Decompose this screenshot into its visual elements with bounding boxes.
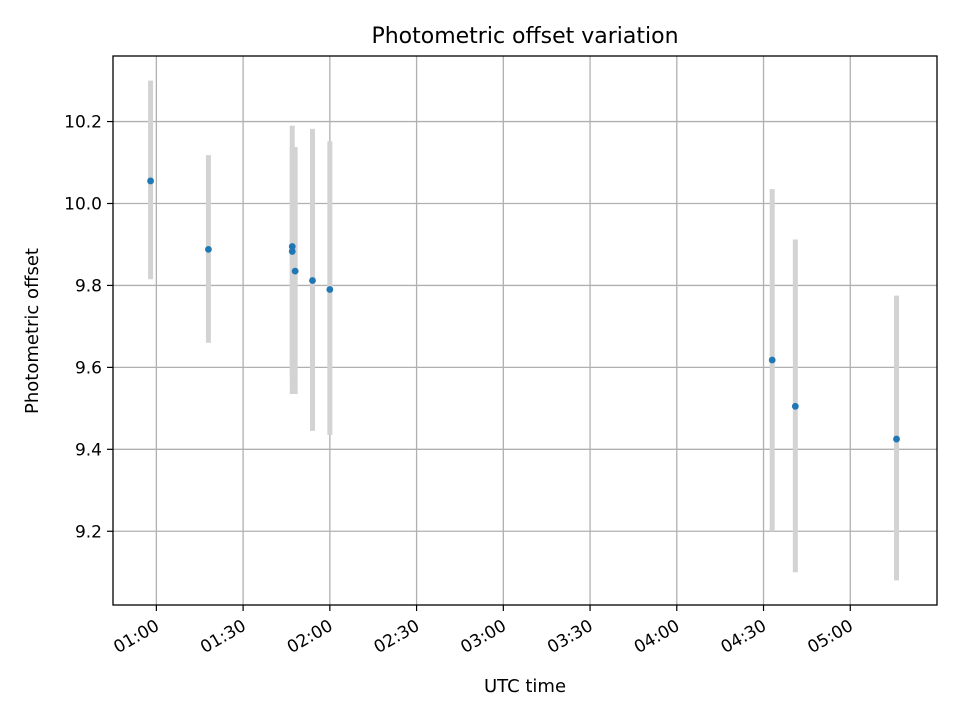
- axis-ticks: 01:00 01:30 02:00 02:30 03:00 03:30 04:00 04:30…: [64, 113, 857, 658]
- x-tick-label: 04:00: [631, 616, 683, 658]
- data-point: [893, 435, 900, 443]
- y-tick-label: 9.2: [75, 522, 102, 542]
- x-tick-label: 02:00: [284, 616, 336, 658]
- y-tick-label: 10.2: [64, 113, 102, 133]
- plot-frame: [112, 55, 938, 606]
- x-tick-label: 03:30: [544, 616, 596, 658]
- x-tick-label: 05:00: [804, 616, 856, 658]
- x-tick-label: 01:00: [110, 616, 162, 658]
- x-tick-label: 04:30: [718, 616, 770, 658]
- y-tick-label: 9.6: [75, 358, 102, 378]
- data-point: [791, 402, 799, 410]
- x-tick-label: 01:30: [197, 616, 249, 658]
- x-axis-label: UTC time: [484, 676, 566, 697]
- grid: [113, 56, 937, 605]
- error-bars: [148, 80, 900, 581]
- y-axis-label: Photometric offset: [22, 248, 43, 414]
- data-point: [768, 356, 776, 364]
- x-tick-label: 02:30: [371, 616, 423, 658]
- data-point: [288, 248, 296, 255]
- data-point: [147, 177, 154, 185]
- y-tick-label: 9.4: [75, 440, 102, 460]
- data-points: [147, 177, 900, 443]
- data-point: [291, 267, 299, 275]
- data-point: [288, 243, 296, 250]
- data-point: [309, 277, 316, 284]
- chart-title: Photometric offset variation: [371, 24, 678, 49]
- data-point: [205, 245, 212, 253]
- x-tick-label: 03:00: [457, 616, 509, 658]
- y-tick-label: 9.8: [75, 276, 102, 296]
- data-point: [326, 286, 334, 293]
- y-tick-label: 10.0: [64, 194, 102, 214]
